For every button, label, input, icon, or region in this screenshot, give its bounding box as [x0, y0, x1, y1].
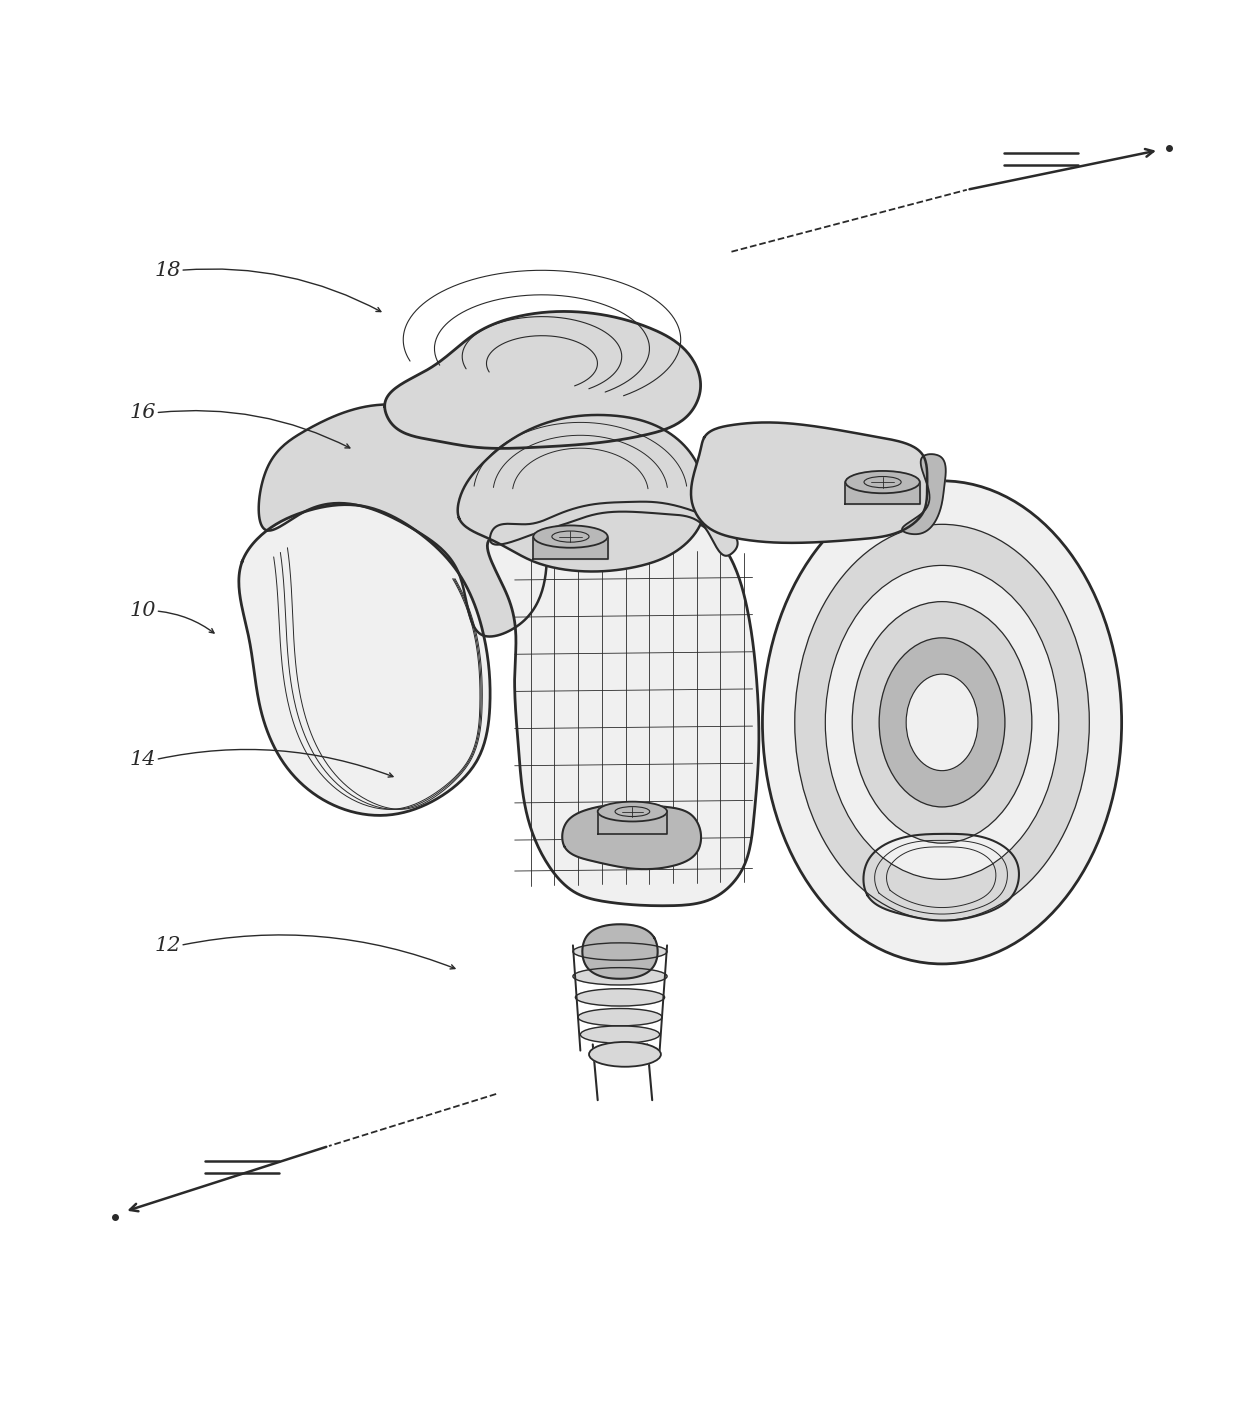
Ellipse shape: [879, 638, 1004, 807]
Text: 18: 18: [155, 261, 181, 280]
Ellipse shape: [589, 1042, 661, 1066]
Text: 16: 16: [130, 403, 156, 422]
Polygon shape: [691, 423, 928, 542]
Polygon shape: [863, 834, 1019, 920]
Ellipse shape: [573, 967, 667, 985]
Ellipse shape: [846, 471, 920, 493]
Polygon shape: [458, 415, 706, 571]
Text: 10: 10: [130, 602, 156, 621]
Ellipse shape: [580, 1025, 660, 1044]
Ellipse shape: [573, 943, 667, 960]
Ellipse shape: [763, 481, 1122, 964]
Ellipse shape: [533, 525, 608, 548]
Polygon shape: [901, 454, 946, 534]
Ellipse shape: [906, 674, 978, 771]
Ellipse shape: [852, 602, 1032, 843]
Polygon shape: [259, 405, 547, 636]
Ellipse shape: [598, 802, 667, 822]
Polygon shape: [562, 804, 701, 869]
Ellipse shape: [575, 988, 665, 1005]
Polygon shape: [487, 511, 759, 906]
Polygon shape: [239, 504, 490, 815]
Polygon shape: [598, 812, 667, 834]
Polygon shape: [384, 311, 701, 449]
Polygon shape: [490, 501, 738, 555]
Polygon shape: [846, 483, 920, 504]
Ellipse shape: [826, 565, 1059, 879]
Ellipse shape: [795, 524, 1089, 920]
Text: 14: 14: [130, 750, 156, 770]
Polygon shape: [583, 924, 657, 978]
Polygon shape: [533, 537, 608, 559]
Ellipse shape: [578, 1008, 662, 1025]
Text: 12: 12: [155, 936, 181, 954]
